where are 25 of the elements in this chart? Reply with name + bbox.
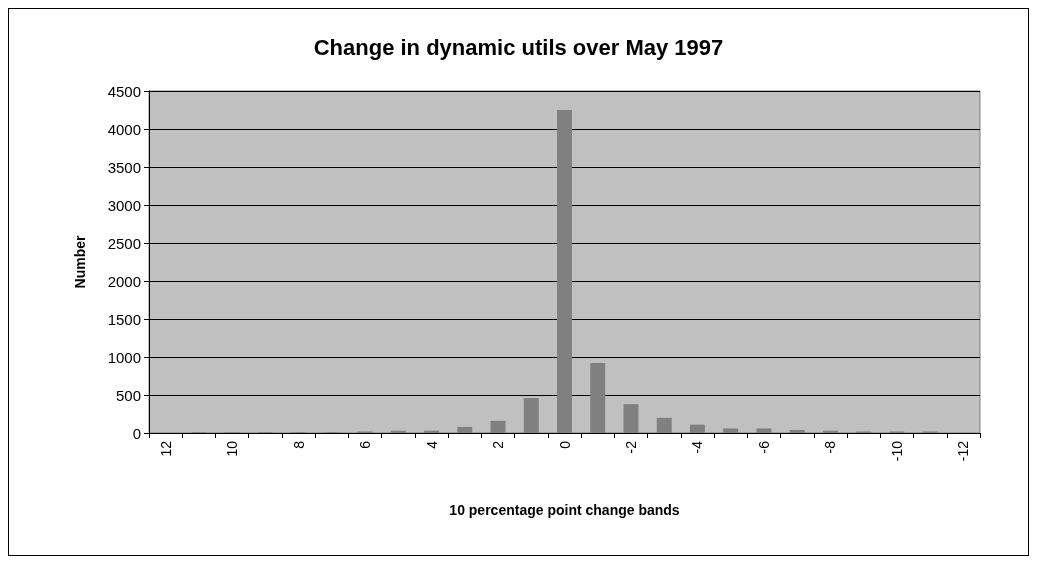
y-tick-label: 500 [115,386,141,404]
x-tick-label: -10 [888,440,905,462]
y-tick-label: 2000 [107,272,141,290]
x-tick-label: 10 [224,440,241,457]
y-tick-label: 4500 [107,82,141,100]
x-tick-label: 8 [290,440,307,449]
y-tick-label: 3000 [107,196,141,214]
y-tick-label: 2500 [107,234,141,252]
x-tick-label: -12 [955,440,972,462]
x-tick-label: -8 [822,440,839,454]
y-axis-title: Number [72,235,88,289]
x-tick-label: -2 [622,440,639,454]
x-tick-label: 2 [490,440,507,449]
x-tick-label: -4 [689,440,706,454]
chart-title: Change in dynamic utils over May 1997 [313,34,724,60]
y-tick-label: 1000 [107,348,141,366]
y-tick-label: 4000 [107,120,141,138]
x-tick-label: -6 [755,440,772,454]
x-axis-title: 10 percentage point change bands [449,502,680,518]
x-tick-label: 6 [357,440,374,449]
x-tick-label: 0 [556,440,573,449]
y-tick-label: 1500 [107,310,141,328]
y-tick-label: 3500 [107,158,141,176]
x-tick-label: 12 [157,440,174,457]
x-tick-label: 4 [423,440,440,449]
